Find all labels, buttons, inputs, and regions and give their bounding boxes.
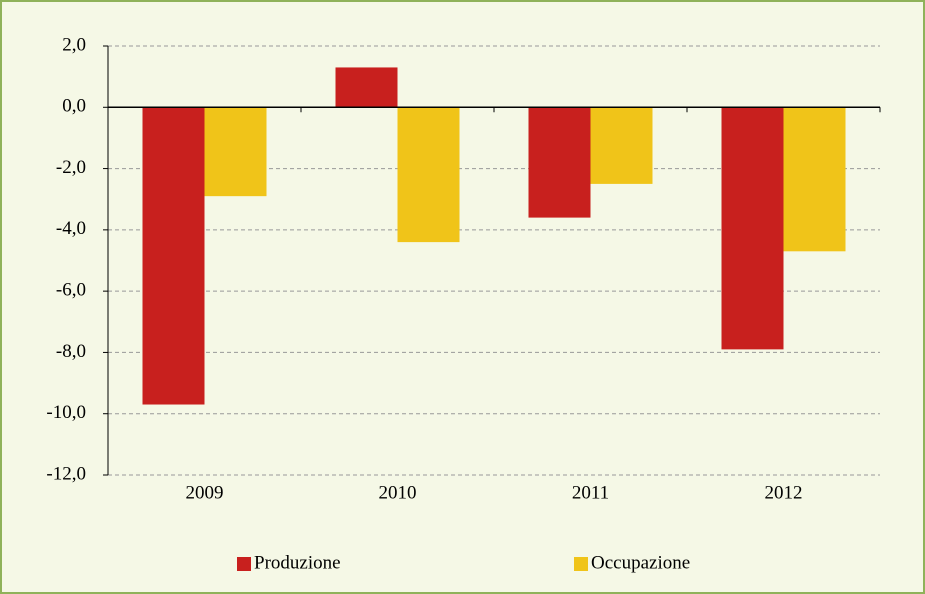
y-tick-label: 2,0 bbox=[62, 34, 86, 55]
legend-label: Occupazione bbox=[591, 552, 690, 573]
legend-label: Produzione bbox=[254, 552, 341, 573]
bar bbox=[783, 107, 846, 252]
legend-swatch bbox=[574, 557, 588, 571]
bar bbox=[721, 107, 784, 350]
bar bbox=[528, 107, 591, 218]
bar bbox=[142, 107, 205, 405]
bar bbox=[335, 67, 398, 108]
y-tick-label: 0,0 bbox=[62, 96, 86, 117]
y-tick-label: -2,0 bbox=[56, 157, 86, 178]
bar bbox=[590, 107, 653, 184]
y-tick-label: -12,0 bbox=[46, 463, 86, 484]
bar bbox=[397, 107, 460, 243]
x-tick-label: 2010 bbox=[379, 482, 417, 503]
y-tick-label: -8,0 bbox=[56, 341, 86, 362]
y-tick-label: -4,0 bbox=[56, 218, 86, 239]
x-tick-label: 2011 bbox=[572, 482, 609, 503]
x-tick-label: 2009 bbox=[186, 482, 224, 503]
y-tick-label: -10,0 bbox=[46, 402, 86, 423]
bar bbox=[204, 107, 267, 197]
legend-swatch bbox=[237, 557, 251, 571]
x-tick-label: 2012 bbox=[765, 482, 803, 503]
y-tick-label: -6,0 bbox=[56, 280, 86, 301]
